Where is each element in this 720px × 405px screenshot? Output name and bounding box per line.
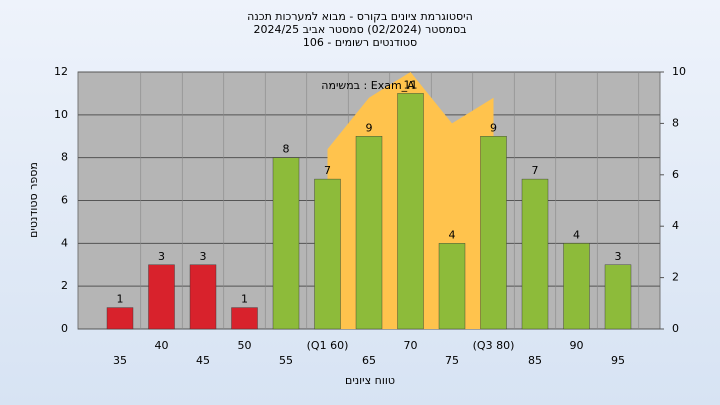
x-tick-label: (Q3 80) bbox=[473, 339, 515, 352]
y2-tick-label: 2 bbox=[672, 271, 679, 284]
y2-tick-label: 8 bbox=[672, 116, 679, 129]
x-tick-label: 45 bbox=[196, 354, 210, 367]
bar bbox=[314, 178, 341, 330]
value-label: 8 bbox=[283, 143, 290, 156]
y-tick-label: 2 bbox=[61, 279, 68, 292]
x-tick-label: 50 bbox=[238, 339, 252, 352]
y-tick-label: 10 bbox=[54, 108, 68, 121]
value-label: 7 bbox=[532, 164, 539, 177]
x-tick-label: 95 bbox=[611, 354, 625, 367]
x-axis-label: טווח ציונים bbox=[345, 374, 395, 387]
y2-tick-label: 6 bbox=[672, 168, 679, 181]
y-tick-label: 12 bbox=[54, 65, 68, 78]
x-tick-label: 40 bbox=[155, 339, 169, 352]
y-axis-label: מספר סטודנטים bbox=[27, 162, 40, 238]
bar bbox=[480, 136, 507, 330]
value-label: 3 bbox=[158, 250, 165, 263]
value-label: 1 bbox=[241, 293, 248, 306]
x-tick-label: 65 bbox=[362, 354, 376, 367]
bar bbox=[397, 93, 424, 330]
x-tick-label: (Q1 60) bbox=[307, 339, 349, 352]
bar bbox=[231, 307, 258, 330]
bar bbox=[106, 307, 134, 330]
x-tick-label: 75 bbox=[445, 354, 459, 367]
bar bbox=[272, 157, 300, 330]
x-tick-label: 90 bbox=[570, 339, 584, 352]
y-tick-label: 8 bbox=[61, 151, 68, 164]
bar bbox=[438, 243, 466, 330]
value-label: 1 bbox=[117, 293, 124, 306]
bar bbox=[604, 264, 632, 330]
chart-subtitle: בסמסטר (02/2024) סמסטר אביב 2024/25 bbox=[253, 23, 466, 36]
bar bbox=[148, 264, 175, 330]
value-label: 4 bbox=[449, 228, 456, 241]
value-label: 9 bbox=[490, 121, 497, 134]
value-label: 3 bbox=[200, 250, 207, 263]
chart-title: היסטוגרמת ציונים בקורס - מבוא למערכות תכ… bbox=[247, 10, 473, 23]
value-label: 4 bbox=[573, 228, 580, 241]
y2-tick-label: 0 bbox=[672, 322, 679, 335]
annotation: במשימה : Exam_A bbox=[321, 79, 415, 92]
x-tick-label: 85 bbox=[528, 354, 542, 367]
x-tick-label: 35 bbox=[113, 354, 127, 367]
bar bbox=[521, 178, 549, 330]
value-label: 11 bbox=[404, 78, 418, 91]
value-label: 9 bbox=[366, 121, 373, 134]
bar bbox=[189, 264, 217, 330]
y-tick-label: 6 bbox=[61, 194, 68, 207]
bar bbox=[355, 136, 383, 330]
chart-subtitle: סטודנטים רשומים - 106 bbox=[303, 36, 417, 49]
value-label: 7 bbox=[324, 164, 331, 177]
x-tick-label: 70 bbox=[404, 339, 418, 352]
y2-tick-label: 10 bbox=[672, 65, 686, 78]
x-tick-label: 55 bbox=[279, 354, 293, 367]
y-tick-label: 0 bbox=[61, 322, 68, 335]
value-label: 3 bbox=[615, 250, 622, 263]
y2-tick-label: 4 bbox=[672, 219, 679, 232]
bar bbox=[563, 243, 590, 330]
y-tick-label: 4 bbox=[61, 236, 68, 249]
legend-entry: Exam_A bbox=[656, 388, 700, 401]
